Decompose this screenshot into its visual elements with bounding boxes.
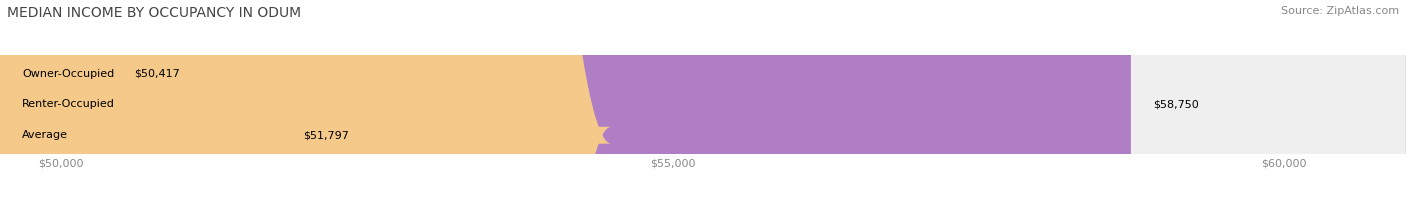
Text: $50,417: $50,417 [134,69,180,79]
FancyBboxPatch shape [0,0,1130,197]
Text: Average: Average [22,130,67,140]
Text: $58,750: $58,750 [1153,99,1199,109]
Text: $51,797: $51,797 [302,130,349,140]
Text: MEDIAN INCOME BY OCCUPANCY IN ODUM: MEDIAN INCOME BY OCCUPANCY IN ODUM [7,6,301,20]
Text: Renter-Occupied: Renter-Occupied [22,99,115,109]
FancyBboxPatch shape [0,0,612,197]
Text: Source: ZipAtlas.com: Source: ZipAtlas.com [1281,6,1399,16]
Text: Owner-Occupied: Owner-Occupied [22,69,114,79]
FancyBboxPatch shape [0,0,612,197]
